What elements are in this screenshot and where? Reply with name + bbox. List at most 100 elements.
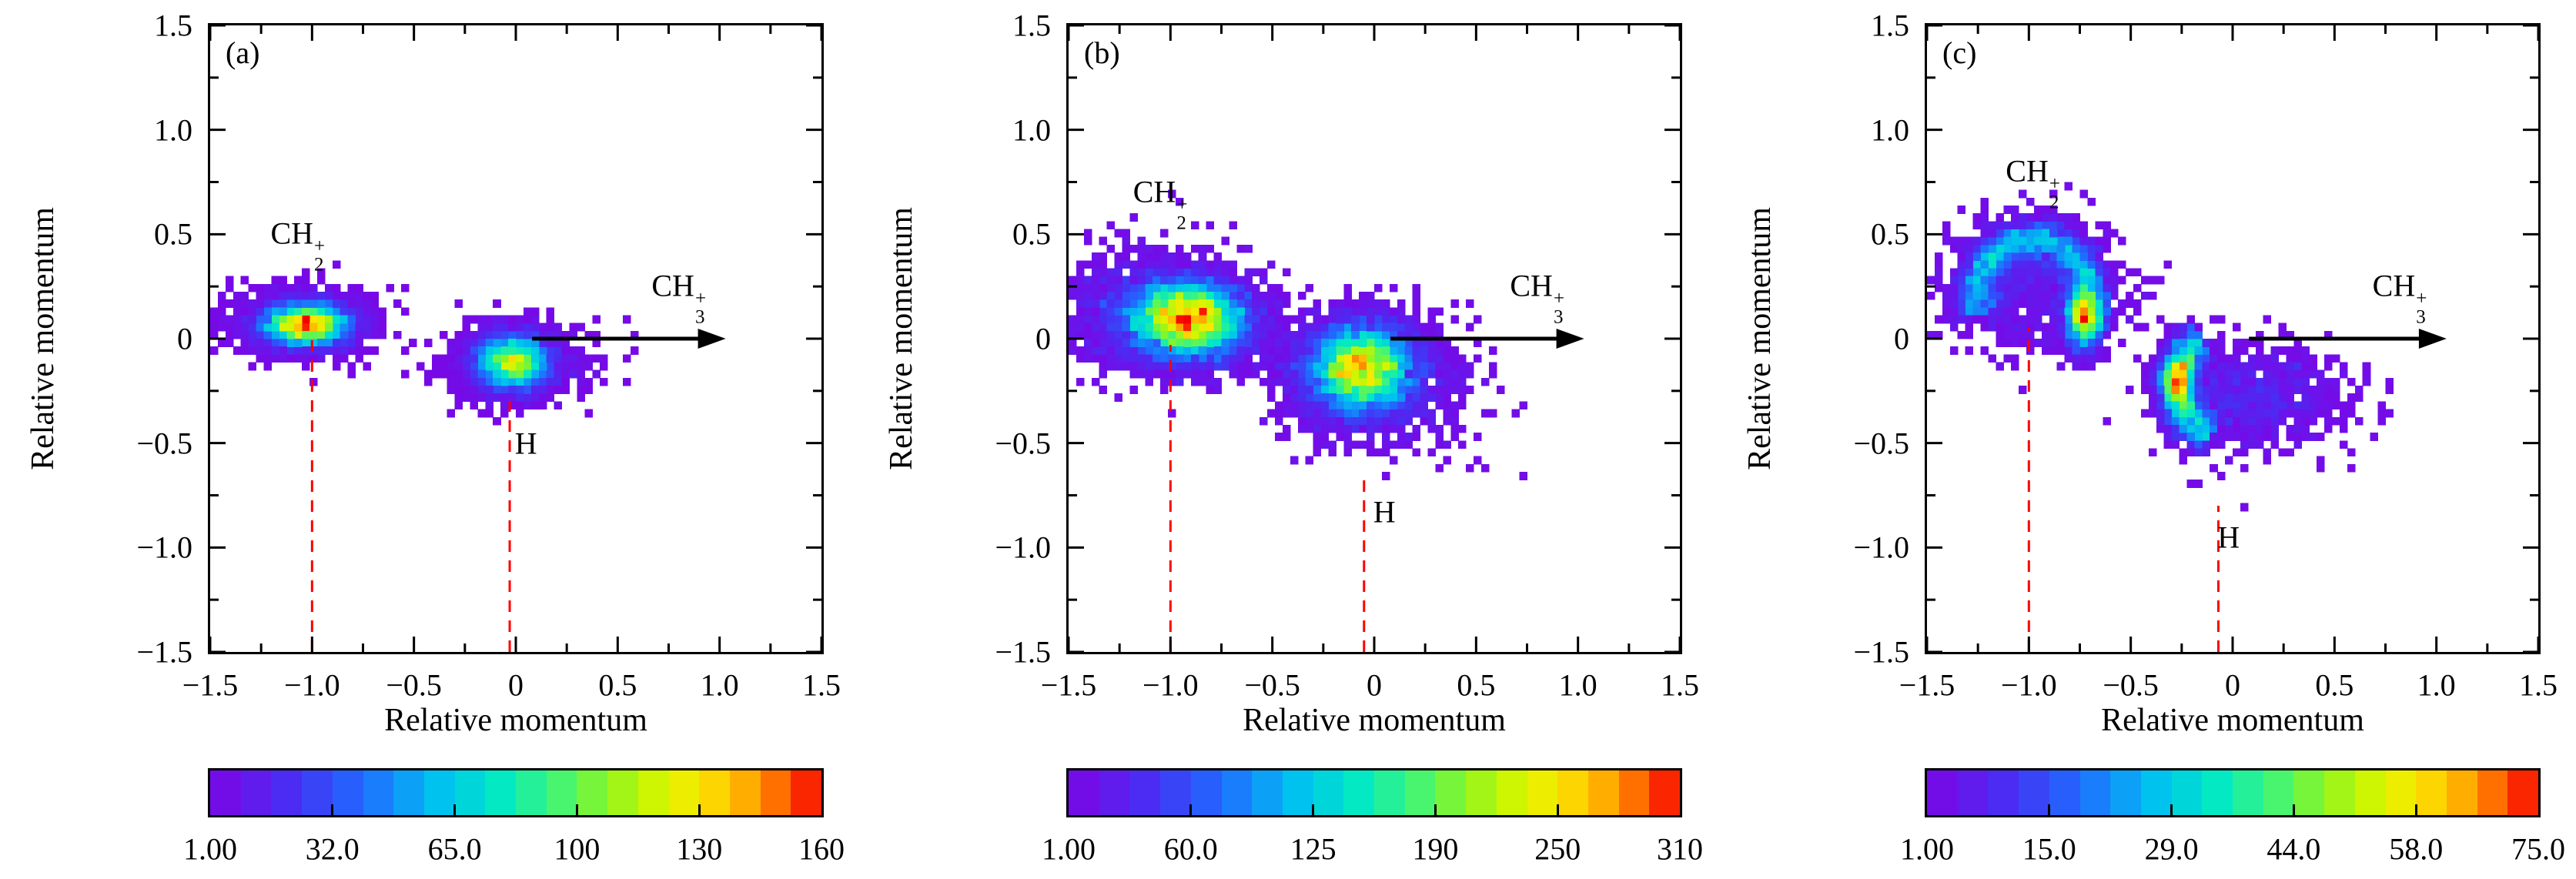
colorbar-tick-label: 160 — [798, 831, 845, 867]
colorbar-segment — [791, 770, 821, 815]
colorbar-segment — [1496, 770, 1527, 815]
label-ch2-prefix: CH — [1132, 174, 1176, 209]
x-axis-label: Relative momentum — [1243, 703, 1506, 738]
colorbar-tick-label: 125 — [1290, 831, 1337, 867]
x-tick-label: 1.5 — [1661, 667, 1699, 703]
colorbar-tick — [1434, 804, 1437, 815]
colorbar-tick — [331, 804, 334, 815]
label-ch2-scripts: +2 — [2049, 173, 2060, 212]
x-tick-label: −0.5 — [2103, 667, 2159, 703]
label-ch3-sub: 3 — [694, 306, 705, 328]
colorbar-segment — [2079, 770, 2111, 815]
colorbar-tick-label: 1.00 — [183, 831, 237, 867]
label-ch3-scripts: +3 — [695, 289, 706, 326]
y-tick-label: 1.5 — [1871, 8, 1909, 43]
x-tick-label: −1.5 — [1040, 667, 1097, 703]
colorbar-tick-label: 1.00 — [1042, 831, 1096, 867]
colorbar-tick-label: 250 — [1534, 831, 1581, 867]
colorbar-segment — [2416, 770, 2447, 815]
y-tick-label: 0 — [1035, 321, 1051, 356]
label-ch3-sub: 3 — [2416, 306, 2426, 328]
colorbar-tick — [2292, 804, 2295, 815]
y-tick-label: 1.0 — [154, 112, 192, 148]
y-tick-label: 1.5 — [154, 8, 192, 43]
x-tick-label: 1.5 — [2519, 667, 2558, 703]
y-tick-labels: −1.5 −1.0 −0.5 0 0.5 1.0 1.5 — [0, 0, 858, 879]
colorbar-segment — [2171, 770, 2203, 815]
colorbar-segment — [1221, 770, 1253, 815]
colorbar-labels: 1.00 32.0 65.0 100 130 160 — [0, 0, 858, 879]
x-axis-label: Relative momentum — [384, 703, 647, 738]
y-tick-label: 0.5 — [1871, 216, 1909, 252]
panel-a: Relative momentum −1.5 −1.0 −0.5 0 0.5 1.0 1.5… — [0, 0, 858, 879]
label-ch3-plus: CH +3 — [2373, 267, 2427, 326]
colorbar-segment — [1927, 770, 1958, 815]
axis-ticks — [1069, 25, 1680, 652]
colorbar-segment — [1988, 770, 2019, 815]
label-ch2-plus: CH +2 — [1133, 173, 1188, 232]
label-ch3-scripts: +3 — [2416, 289, 2427, 326]
colorbar-tick-label: 15.0 — [2022, 831, 2076, 867]
label-ch2-plus: CH +2 — [2006, 152, 2060, 212]
colorbar-segment — [1957, 770, 1989, 815]
label-ch2-sub: 2 — [1176, 212, 1186, 234]
colorbar-segment — [1404, 770, 1436, 815]
x-tick-labels: −1.5 −1.0 −0.5 0 0.5 1.0 1.5 — [858, 0, 1717, 879]
colorbar-segment — [363, 770, 394, 815]
colorbar-segment — [2477, 770, 2508, 815]
colorbar-segment — [2293, 770, 2325, 815]
x-tick-labels: −1.5 −1.0 −0.5 0 0.5 1.0 1.5 — [1717, 0, 2575, 879]
colorbar-tick-label: 32.0 — [305, 831, 360, 867]
colorbar-segment — [1282, 770, 1313, 815]
x-tick-label: −0.5 — [1244, 667, 1300, 703]
plot-area: (a) CH +2 CH +3 H — [208, 23, 824, 654]
panel-letter: (a) — [226, 35, 260, 70]
colorbar-segment — [240, 770, 272, 815]
colorbar-tick-label: 310 — [1657, 831, 1703, 867]
x-tick-label: −1.0 — [284, 667, 340, 703]
colorbar — [1066, 768, 1682, 817]
colorbar-segment — [1435, 770, 1467, 815]
colorbar-segment — [1527, 770, 1558, 815]
colorbar-segment — [393, 770, 424, 815]
y-tick-label: −1.0 — [995, 530, 1051, 565]
colorbar-segment — [332, 770, 363, 815]
y-tick-labels: −1.5 −1.0 −0.5 0 0.5 1.0 1.5 — [1717, 0, 2575, 879]
colorbar-tick — [698, 804, 701, 815]
plot-canvas — [210, 25, 821, 652]
colorbar-segment — [1129, 770, 1161, 815]
colorbar-tick — [575, 804, 578, 815]
colorbar-segment — [1557, 770, 1588, 815]
heatmap-layer — [1927, 182, 2394, 512]
label-ch2-sub: 2 — [314, 254, 324, 276]
colorbar-segment — [1618, 770, 1650, 815]
panel-letter: (c) — [1942, 35, 1977, 70]
label-ch3-prefix: CH — [651, 268, 694, 303]
label-ch2-sup: + — [2049, 173, 2060, 194]
colorbar-segment — [1069, 770, 1099, 815]
x-tick-label: 0.5 — [1457, 667, 1496, 703]
colorbar-tick-label: 60.0 — [1163, 831, 1218, 867]
colorbar-tick-label: 190 — [1412, 831, 1459, 867]
colorbar-segment — [2324, 770, 2355, 815]
y-tick-label: 1.0 — [1012, 112, 1051, 148]
colorbar-segment — [1252, 770, 1283, 815]
x-tick-label: 1.0 — [700, 667, 739, 703]
x-tick-label: 0 — [508, 667, 524, 703]
plot-canvas — [1927, 25, 2538, 652]
x-tick-label: 0.5 — [598, 667, 637, 703]
colorbar-tick-label: 65.0 — [427, 831, 482, 867]
panel-c: Relative momentum −1.5 −1.0 −0.5 0 0.5 1.0 1.5… — [1717, 0, 2575, 879]
colorbar-tick-label: 1.00 — [1900, 831, 1954, 867]
label-ch3-sup: + — [1553, 288, 1565, 309]
colorbar-segment — [2110, 770, 2141, 815]
x-tick-label: 1.0 — [1558, 667, 1597, 703]
y-tick-label: −0.5 — [136, 426, 192, 461]
colorbar-labels: 1.00 15.0 29.0 44.0 58.0 75.0 — [1717, 0, 2575, 879]
label-ch3-prefix: CH — [2372, 268, 2416, 303]
x-tick-label: 1.0 — [2417, 667, 2456, 703]
colorbar-segment — [2354, 770, 2386, 815]
y-tick-label: −1.5 — [136, 634, 192, 670]
colorbar-segment — [760, 770, 791, 815]
